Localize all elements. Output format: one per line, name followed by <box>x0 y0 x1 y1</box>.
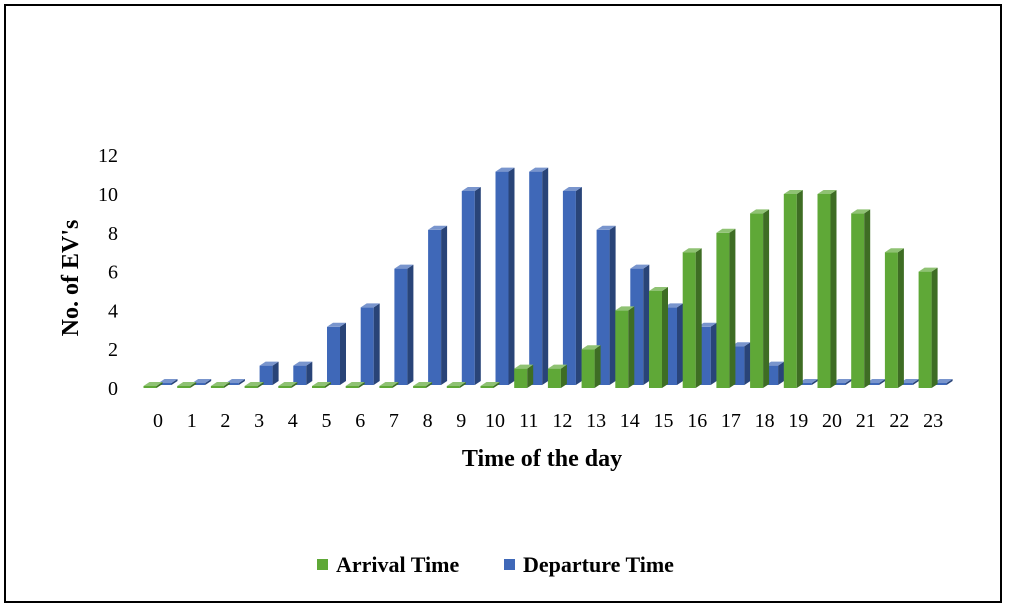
x-axis-title: Time of the day <box>462 446 622 472</box>
x-tick-label: 4 <box>288 410 298 432</box>
bar-departure <box>798 379 818 385</box>
bar-departure <box>293 361 313 385</box>
bar-departure <box>461 187 481 385</box>
bar-departure <box>158 379 178 385</box>
legend-swatch-arrival <box>317 559 328 570</box>
bar-arrival <box>649 287 668 388</box>
bar-arrival <box>918 267 938 388</box>
bar-arrival <box>716 228 736 388</box>
bar-departure <box>529 167 549 385</box>
x-tick-label: 3 <box>254 410 264 432</box>
bar-departure <box>832 379 852 385</box>
chart-frame: 0 2 4 6 8 10 12 0 1 2 3 4 5 6 7 8 9 10 11 12 13 14 15 16 17 18 19… <box>4 4 1002 603</box>
legend-label-departure: Departure Time <box>523 552 674 577</box>
bar-arrival <box>817 190 837 388</box>
bar-arrival <box>480 382 500 388</box>
x-tick-label: 15 <box>654 410 674 432</box>
x-tick-label: 5 <box>322 410 332 432</box>
y-tick-label: 4 <box>108 300 118 322</box>
bar-departure <box>428 225 448 385</box>
x-tick-label: 20 <box>822 410 842 432</box>
y-tick-label: 8 <box>108 223 118 245</box>
bar-departure <box>327 322 346 385</box>
x-tick-label: 1 <box>187 410 197 432</box>
y-tick-label: 6 <box>108 262 118 284</box>
x-tick-label: 22 <box>889 410 909 432</box>
bar-arrival <box>446 382 466 388</box>
y-tick-label: 2 <box>108 339 118 361</box>
bar-arrival <box>615 306 635 388</box>
bar-arrival <box>783 190 803 388</box>
bar-departure <box>933 379 953 385</box>
x-tick-label: 0 <box>153 410 163 432</box>
x-tick-label: 19 <box>788 410 808 432</box>
bar-departure <box>394 264 414 385</box>
bar-arrival <box>379 382 399 388</box>
bar-arrival <box>750 209 770 388</box>
bar-departure <box>562 187 582 385</box>
bar-arrival <box>312 382 331 388</box>
bar-arrival <box>884 248 904 388</box>
x-tick-label: 14 <box>620 410 640 432</box>
bar-arrival <box>210 382 230 388</box>
x-tick-labels: 0 1 2 3 4 5 6 7 8 9 10 11 12 13 14 15 16 17 18 19 20 21 22 23 <box>153 410 943 432</box>
bar-arrival <box>345 382 365 388</box>
bar-arrival <box>581 345 601 388</box>
bar-arrival <box>413 382 433 388</box>
x-tick-label: 6 <box>355 410 365 432</box>
bar-arrival <box>143 382 163 388</box>
bar-arrival <box>682 248 702 388</box>
x-tick-label: 21 <box>856 410 876 432</box>
bar-departure <box>899 379 919 385</box>
x-tick-label: 17 <box>721 410 741 432</box>
x-tick-label: 7 <box>389 410 399 432</box>
bar-arrival <box>244 382 264 388</box>
y-axis-title: No. of EV's <box>58 220 84 337</box>
y-tick-label: 0 <box>108 378 118 400</box>
bars-layer <box>143 167 953 388</box>
x-tick-label: 10 <box>485 410 505 432</box>
bar-arrival <box>177 382 197 388</box>
x-tick-label: 8 <box>423 410 433 432</box>
bar-arrival <box>514 364 534 388</box>
legend: Arrival Time Departure Time <box>317 552 674 577</box>
x-tick-label: 12 <box>552 410 572 432</box>
legend-label-arrival: Arrival Time <box>336 552 459 577</box>
bar-arrival <box>278 382 298 388</box>
bar-departure <box>495 167 515 385</box>
x-tick-label: 23 <box>923 410 943 432</box>
bar-departure <box>259 361 279 385</box>
bar-arrival <box>851 209 871 388</box>
x-tick-label: 11 <box>519 410 538 432</box>
x-tick-label: 2 <box>220 410 230 432</box>
y-tick-labels: 0 2 4 6 8 10 12 <box>98 145 118 400</box>
y-tick-label: 12 <box>98 145 118 167</box>
bar-departure <box>225 379 245 385</box>
x-tick-label: 9 <box>456 410 466 432</box>
bar-departure <box>192 379 212 385</box>
bar-arrival <box>547 364 567 388</box>
y-tick-label: 10 <box>98 184 118 206</box>
x-tick-label: 13 <box>586 410 606 432</box>
x-tick-label: 16 <box>687 410 707 432</box>
bar-departure <box>866 379 886 385</box>
legend-swatch-departure <box>504 559 515 570</box>
x-tick-label: 18 <box>755 410 775 432</box>
bar-departure <box>360 303 380 385</box>
